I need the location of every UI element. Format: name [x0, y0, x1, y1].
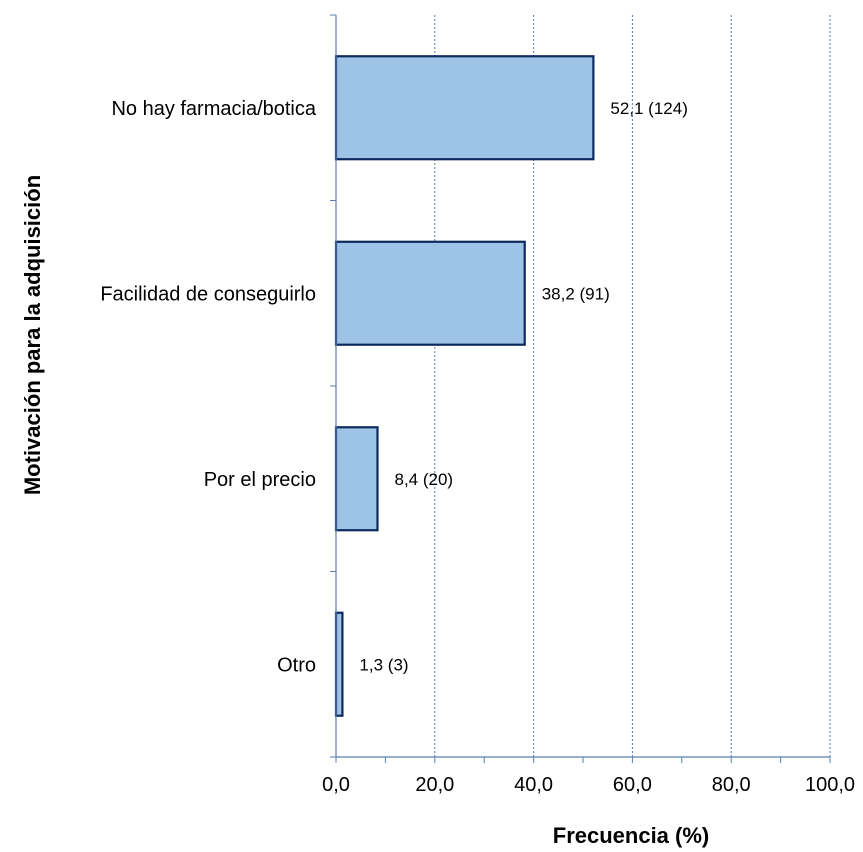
- data-label: 1,3 (3): [359, 655, 408, 674]
- axes: [330, 14, 831, 763]
- bar: [334, 240, 526, 346]
- data-label: 52,1 (124): [610, 99, 688, 118]
- x-tick-label: 0,0: [322, 774, 350, 796]
- bar: [334, 55, 595, 161]
- x-tick-label: 20,0: [415, 774, 454, 796]
- data-label: 38,2 (91): [542, 284, 610, 303]
- x-axis-title: Frecuencia (%): [553, 823, 710, 848]
- bar: [334, 426, 379, 532]
- bar: [334, 611, 344, 717]
- category-labels: No hay farmacia/botica Facilidad de conse…: [100, 98, 317, 677]
- x-tick-label: 40,0: [514, 774, 553, 796]
- category-label: Por el precio: [204, 469, 316, 491]
- y-axis-title: Motivación para la adquisición: [20, 175, 45, 495]
- data-labels: 52,1 (124) 38,2 (91) 8,4 (20) 1,3 (3): [359, 99, 687, 675]
- x-tick-label: 80,0: [712, 774, 751, 796]
- x-tick-label: 60,0: [613, 774, 652, 796]
- category-label: Otro: [277, 654, 316, 676]
- data-label: 8,4 (20): [394, 470, 453, 489]
- category-label: No hay farmacia/botica: [111, 98, 316, 120]
- bars: [334, 55, 595, 717]
- category-label: Facilidad de conseguirlo: [100, 283, 316, 305]
- tick-labels: 0,0 20,0 40,0 60,0 80,0 100,0: [322, 774, 855, 796]
- x-tick-label: 100,0: [805, 774, 855, 796]
